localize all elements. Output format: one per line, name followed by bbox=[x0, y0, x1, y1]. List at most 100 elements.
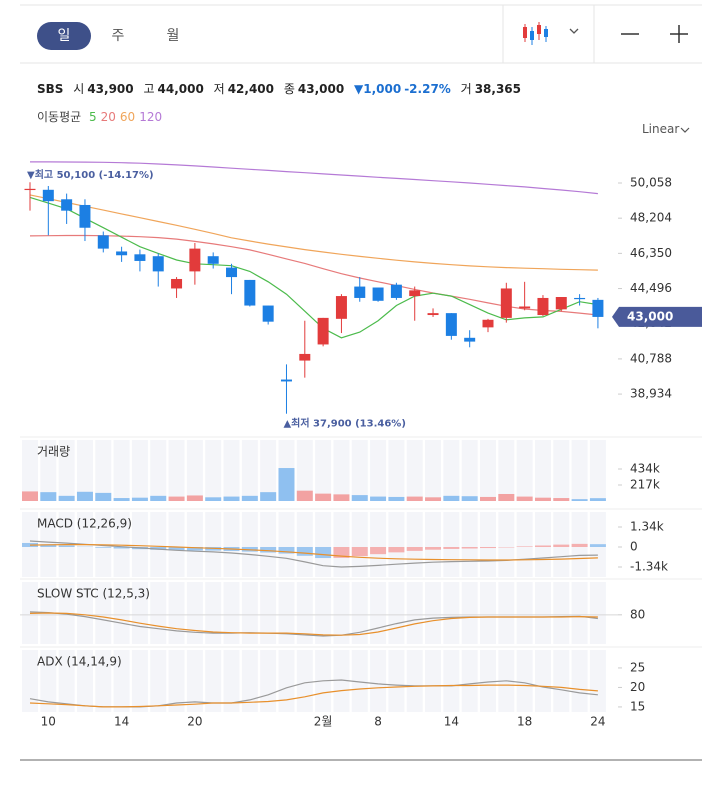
last-price-label: 43,000 bbox=[627, 309, 673, 323]
column-band bbox=[516, 650, 533, 712]
candle-body bbox=[134, 254, 146, 261]
candle-body bbox=[390, 284, 402, 298]
pane-title: MACD (12,26,9) bbox=[37, 517, 132, 531]
candle-body bbox=[574, 297, 586, 300]
legend-title: 이동평균 bbox=[37, 110, 82, 124]
candle-body bbox=[280, 379, 292, 382]
dropdown-chevron[interactable] bbox=[569, 28, 579, 34]
column-band bbox=[534, 512, 551, 577]
zoom-in[interactable] bbox=[670, 25, 688, 43]
column-band bbox=[406, 512, 423, 577]
column-band bbox=[351, 440, 368, 501]
y-tick-label: 217k bbox=[630, 477, 660, 491]
column-band bbox=[296, 582, 313, 644]
legend-entry: 20 bbox=[100, 110, 116, 124]
pane-title: ADX (14,14,9) bbox=[37, 655, 122, 669]
column-band bbox=[113, 512, 130, 577]
column-band bbox=[95, 650, 112, 712]
low-annotation: ▲최저 37,900 (13.46%) bbox=[283, 417, 405, 430]
volume-bar bbox=[425, 497, 442, 501]
column-band bbox=[388, 650, 405, 712]
y-tick-label: 1.34k bbox=[630, 520, 664, 534]
volume-bar bbox=[205, 497, 222, 501]
legend-entry: 60 bbox=[119, 110, 136, 124]
column-band bbox=[205, 650, 222, 712]
candle-body bbox=[537, 297, 549, 316]
macd-histogram bbox=[150, 547, 167, 550]
macd-histogram bbox=[388, 547, 405, 553]
volume-bar bbox=[534, 497, 551, 501]
column-band bbox=[223, 582, 240, 644]
candle-body bbox=[42, 189, 54, 202]
macd-histogram bbox=[516, 546, 533, 547]
column-band bbox=[461, 650, 478, 712]
macd-histogram bbox=[553, 544, 570, 547]
y-tick-label: -1.34k bbox=[630, 560, 668, 574]
column-band bbox=[40, 440, 57, 501]
tab[interactable]: 일 bbox=[57, 28, 71, 44]
quote-value: 44,000 bbox=[157, 82, 204, 96]
column-band bbox=[278, 582, 295, 644]
column-band bbox=[461, 582, 478, 644]
column-band bbox=[351, 512, 368, 577]
column-band bbox=[278, 650, 295, 712]
column-band bbox=[589, 582, 606, 644]
candle-body bbox=[24, 188, 36, 191]
y-tick-label: 50,058 bbox=[630, 175, 672, 189]
scale-label[interactable]: Linear bbox=[642, 122, 680, 136]
macd-histogram bbox=[296, 547, 313, 556]
y-tick-label: 40,788 bbox=[630, 351, 672, 365]
column-band bbox=[425, 650, 442, 712]
column-band bbox=[571, 440, 588, 501]
column-band bbox=[241, 440, 258, 501]
volume-bar bbox=[406, 496, 423, 501]
column-band bbox=[425, 440, 442, 501]
column-band bbox=[406, 650, 423, 712]
column-band bbox=[150, 650, 167, 712]
candle-body bbox=[592, 299, 604, 317]
y-tick-label: 46,350 bbox=[630, 246, 672, 260]
column-band bbox=[425, 582, 442, 644]
column-band bbox=[480, 582, 496, 644]
macd-histogram bbox=[40, 544, 57, 547]
column-band bbox=[241, 650, 258, 712]
volume-bar bbox=[571, 499, 588, 501]
column-band bbox=[131, 440, 148, 501]
moving-average bbox=[30, 161, 598, 195]
legend-entry: 120 bbox=[139, 110, 163, 124]
column-band bbox=[388, 582, 405, 644]
candle-body bbox=[262, 305, 274, 322]
column-band bbox=[186, 650, 203, 712]
column-band bbox=[113, 440, 130, 501]
macd-histogram bbox=[589, 544, 606, 547]
column-band bbox=[406, 582, 423, 644]
x-tick-label: 10 bbox=[41, 715, 56, 729]
volume-bar bbox=[76, 491, 93, 501]
indicator-line bbox=[29, 684, 598, 708]
macd-histogram bbox=[186, 547, 203, 551]
volume-bar bbox=[223, 496, 240, 501]
pane-title: SLOW STC (12,5,3) bbox=[37, 587, 150, 601]
y-tick-label: 15 bbox=[630, 699, 645, 713]
column-band bbox=[534, 582, 551, 644]
column-band bbox=[260, 582, 277, 644]
chart-type-icon[interactable] bbox=[523, 22, 548, 45]
candle-body bbox=[97, 235, 109, 249]
ma-legend: 이동평균 5 20 60 120 bbox=[37, 108, 166, 125]
column-band bbox=[443, 650, 460, 712]
column-band bbox=[205, 512, 222, 577]
change-pct: -2.27% bbox=[404, 82, 451, 96]
volume-bar bbox=[260, 492, 277, 501]
column-band bbox=[516, 440, 533, 501]
macd-histogram bbox=[443, 547, 460, 549]
column-band bbox=[186, 440, 203, 501]
column-band bbox=[480, 512, 496, 577]
active-tab-pill[interactable] bbox=[37, 22, 91, 50]
moving-average bbox=[29, 234, 598, 316]
tab[interactable]: 월 bbox=[166, 28, 180, 44]
volume-bar bbox=[480, 496, 496, 501]
scale-chevron[interactable] bbox=[680, 127, 690, 133]
volume-bar bbox=[553, 498, 570, 501]
tab[interactable]: 주 bbox=[111, 28, 125, 44]
column-band bbox=[443, 582, 460, 644]
